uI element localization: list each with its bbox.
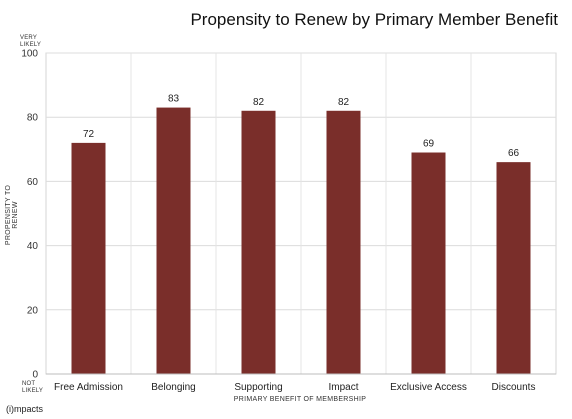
x-tick-label: Exclusive Access: [390, 382, 467, 393]
y-bottom-annotation: NOT LIKELY: [22, 381, 43, 395]
bar: [241, 110, 276, 374]
data-label: 83: [168, 94, 180, 105]
chart-title: Propensity to Renew by Primary Member Be…: [190, 10, 558, 29]
data-label: 72: [83, 129, 95, 140]
bar: [71, 142, 106, 374]
x-tick-label: Discounts: [492, 382, 536, 393]
y-tick-label: 100: [21, 49, 38, 60]
y-top-annotation-line-1: VERY: [20, 35, 38, 41]
y-tick-label: 40: [27, 241, 39, 252]
x-tick-label: Free Admission: [54, 382, 123, 393]
data-label: 66: [508, 148, 520, 159]
data-label: 82: [338, 97, 350, 108]
x-tick-label: Supporting: [234, 382, 282, 393]
x-tick-label: Belonging: [151, 382, 195, 393]
y-bottom-annotation-line-1: NOT: [22, 381, 36, 387]
y-bottom-annotation-line-2: LIKELY: [22, 388, 44, 394]
y-tick-label: 60: [27, 177, 39, 188]
y-tick-label: 0: [32, 370, 38, 381]
x-axis-label: PRIMARY BENEFIT OF MEMBERSHIP: [233, 396, 367, 403]
bar: [496, 162, 531, 374]
y-tick-label: 80: [27, 113, 39, 124]
bar: [411, 152, 446, 374]
y-tick-label: 20: [27, 305, 39, 316]
impacts-logo: (i)mpacts: [6, 404, 44, 414]
data-label: 82: [253, 97, 265, 108]
y-top-annotation: VERY LIKELY: [20, 35, 41, 49]
x-tick-label: Impact: [328, 382, 358, 393]
bar: [326, 110, 361, 374]
data-label: 69: [423, 139, 435, 150]
y-top-annotation-line-2: LIKELY: [20, 42, 42, 48]
bar: [156, 107, 191, 374]
